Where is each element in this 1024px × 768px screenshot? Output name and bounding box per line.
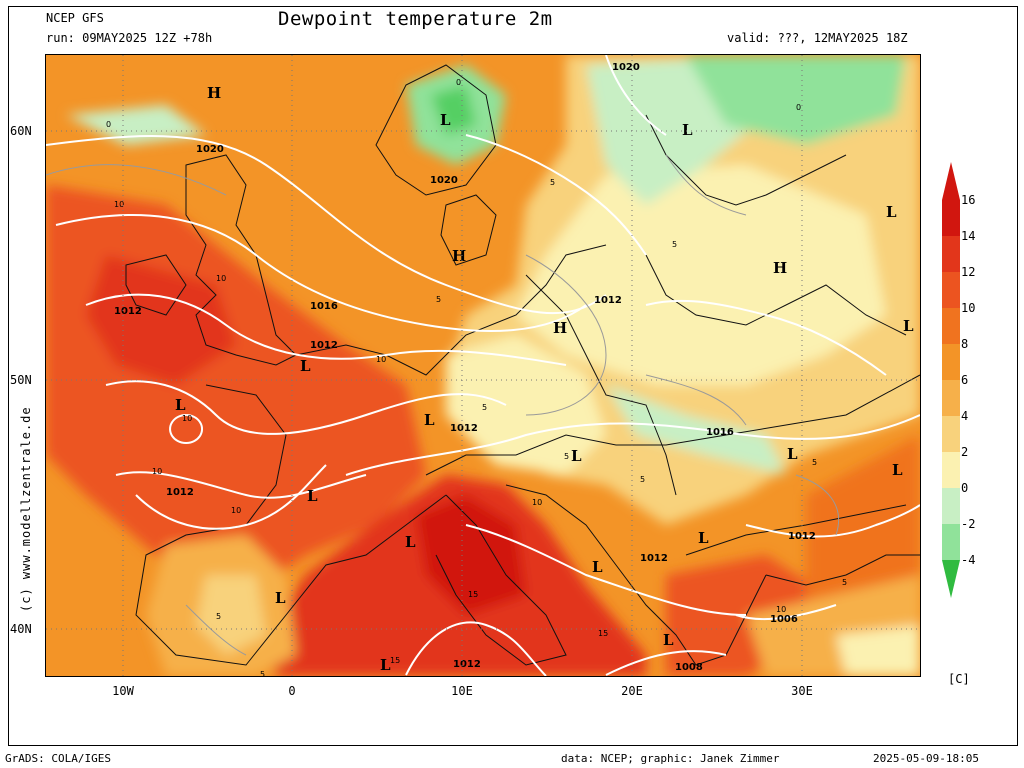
high-pressure-marker: H bbox=[553, 319, 567, 337]
colorbar-unit: [C] bbox=[948, 672, 970, 686]
isobar-label: 1012 bbox=[114, 306, 142, 317]
low-pressure-marker: L bbox=[698, 529, 709, 547]
dewpoint-contour-label: 10 bbox=[216, 274, 226, 283]
low-pressure-marker: L bbox=[440, 111, 451, 129]
isobar-label: 1016 bbox=[310, 301, 338, 312]
run-label: run: 09MAY2025 12Z +78h bbox=[46, 31, 213, 45]
dewpoint-contour-label: 10 bbox=[182, 414, 192, 423]
colorbar-label: 8 bbox=[961, 337, 969, 351]
dewpoint-contour-label: 5 bbox=[216, 612, 221, 621]
x-tick-label: 20E bbox=[621, 684, 643, 698]
isobar-label: 1012 bbox=[640, 553, 668, 564]
dewpoint-contour-label: 10 bbox=[114, 200, 124, 209]
dewpoint-contour-label: 5 bbox=[812, 458, 817, 467]
colorbar-label: 0 bbox=[961, 481, 969, 495]
colorbar-label: 2 bbox=[961, 445, 969, 459]
high-pressure-marker: H bbox=[452, 247, 466, 265]
dewpoint-contour-label: 15 bbox=[390, 656, 400, 665]
dewpoint-contour-label: 5 bbox=[672, 240, 677, 249]
low-pressure-marker: L bbox=[787, 445, 798, 463]
isobar-label: 1020 bbox=[612, 62, 640, 73]
dewpoint-contour-label: 5 bbox=[564, 452, 569, 461]
dewpoint-contour-label: 10 bbox=[532, 498, 542, 507]
low-pressure-marker: L bbox=[307, 487, 318, 505]
dewpoint-contour-label: 5 bbox=[436, 295, 441, 304]
dewpoint-contour-label: 5 bbox=[260, 670, 265, 676]
dewpoint-contour-label: 5 bbox=[842, 578, 847, 587]
dewpoint-contour-label: 5 bbox=[640, 475, 645, 484]
x-tick-label: 10E bbox=[451, 684, 473, 698]
low-pressure-marker: L bbox=[682, 121, 693, 139]
low-pressure-marker: L bbox=[886, 203, 897, 221]
credit-watermark: (c) www.modellzentrale.de bbox=[19, 406, 33, 612]
isobar-label: 1020 bbox=[196, 144, 224, 155]
dewpoint-contour-label: 15 bbox=[598, 629, 608, 638]
dewpoint-contour-label: 0 bbox=[796, 103, 801, 112]
dewpoint-contour-label: 10 bbox=[376, 355, 386, 364]
isobar-label: 1012 bbox=[788, 531, 816, 542]
dewpoint-contour-label: 0 bbox=[456, 78, 461, 87]
model-label: NCEP GFS bbox=[46, 11, 104, 25]
dewpoint-contour-label: 10 bbox=[776, 605, 786, 614]
dewpoint-contour-label: 0 bbox=[106, 120, 111, 129]
low-pressure-marker: L bbox=[300, 357, 311, 375]
footer-software-credit: GrADS: COLA/IGES bbox=[5, 752, 111, 765]
footer-data-credit: data: NCEP; graphic: Janek Zimmer bbox=[561, 752, 780, 765]
valid-time-label: valid: ???, 12MAY2025 18Z bbox=[727, 31, 908, 45]
x-tick-label: 10W bbox=[112, 684, 134, 698]
x-tick-label: 0 bbox=[288, 684, 296, 698]
colorbar bbox=[942, 162, 960, 598]
low-pressure-marker: L bbox=[405, 533, 416, 551]
isobar-label: 1012 bbox=[453, 659, 481, 670]
low-pressure-marker: L bbox=[903, 317, 914, 335]
colorbar-label: 16 bbox=[961, 193, 976, 207]
isobar-label: 1006 bbox=[770, 614, 798, 625]
low-pressure-marker: L bbox=[175, 396, 186, 414]
colorbar-label: 10 bbox=[961, 301, 976, 315]
y-tick-label: 60N bbox=[10, 124, 32, 138]
isobar-label: 1008 bbox=[675, 662, 703, 673]
low-pressure-marker: L bbox=[592, 558, 603, 576]
isobar-label: 1020 bbox=[430, 175, 458, 186]
x-tick-label: 30E bbox=[791, 684, 813, 698]
colorbar-label: 12 bbox=[961, 265, 976, 279]
low-pressure-marker: L bbox=[424, 411, 435, 429]
colorbar-label: -2 bbox=[961, 517, 976, 531]
low-pressure-marker: L bbox=[663, 631, 674, 649]
colorbar-label: 4 bbox=[961, 409, 969, 423]
dewpoint-contour-label: 10 bbox=[231, 506, 241, 515]
high-pressure-marker: H bbox=[773, 259, 787, 277]
colorbar-label: 6 bbox=[961, 373, 969, 387]
figure-frame bbox=[8, 6, 1018, 746]
y-tick-label: 50N bbox=[10, 373, 32, 387]
isobar-label: 1012 bbox=[166, 487, 194, 498]
dewpoint-contour-label: 5 bbox=[482, 403, 487, 412]
dewpoint-map: H H H H L L L L L L L L L L L L L L L L … bbox=[45, 54, 921, 677]
isobar-label: 1016 bbox=[706, 427, 734, 438]
colorbar-label: 14 bbox=[961, 229, 976, 243]
low-pressure-marker: L bbox=[275, 589, 286, 607]
high-pressure-marker: H bbox=[207, 84, 221, 102]
isobar-label: 1012 bbox=[594, 295, 622, 306]
dewpoint-contour-label: 5 bbox=[550, 178, 555, 187]
low-pressure-marker: L bbox=[571, 447, 582, 465]
low-pressure-marker: L bbox=[892, 461, 903, 479]
y-tick-label: 40N bbox=[10, 622, 32, 636]
dewpoint-contour-label: 10 bbox=[152, 467, 162, 476]
map-canvas: H H H H L L L L L L L L L L L L L L L L … bbox=[46, 55, 920, 676]
isobar-label: 1012 bbox=[450, 423, 478, 434]
footer-timestamp: 2025-05-09-18:05 bbox=[873, 752, 979, 765]
dewpoint-contour-label: 15 bbox=[468, 590, 478, 599]
colorbar-label: -4 bbox=[961, 553, 976, 567]
low-pressure-marker: L bbox=[380, 656, 391, 674]
isobar-label: 1012 bbox=[310, 340, 338, 351]
chart-title: Dewpoint temperature 2m bbox=[278, 8, 553, 30]
